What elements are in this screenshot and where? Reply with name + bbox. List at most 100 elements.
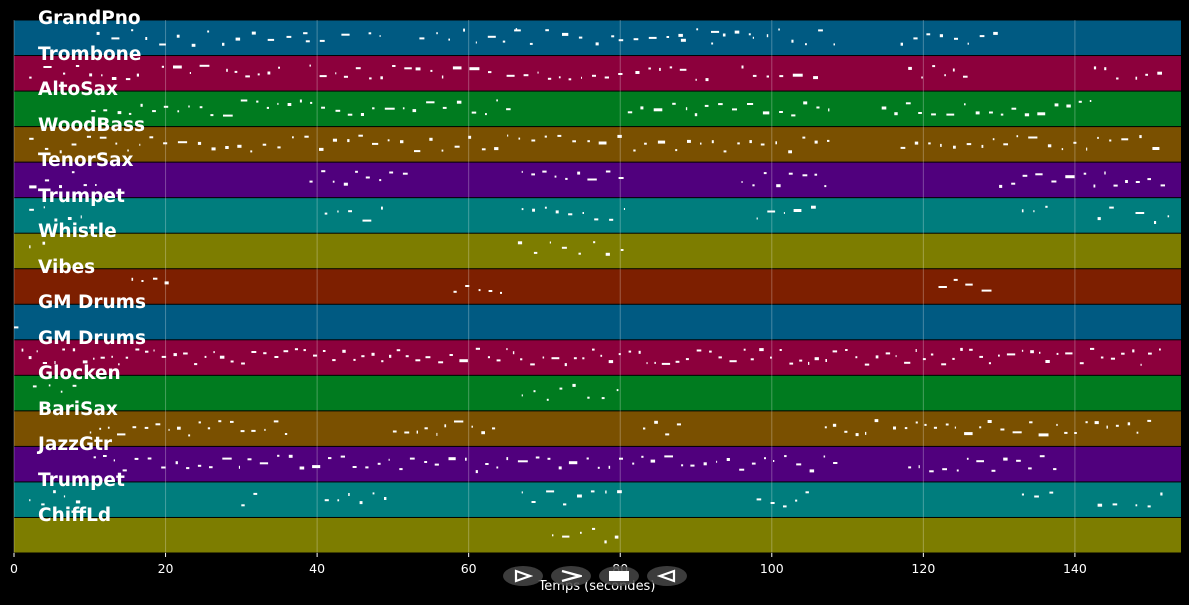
note: [952, 357, 955, 360]
track-label: GM Drums: [38, 292, 146, 314]
note: [240, 430, 245, 433]
note: [1139, 135, 1142, 139]
note: [117, 433, 126, 436]
note: [1159, 348, 1161, 351]
note: [381, 360, 384, 363]
note: [1135, 212, 1145, 214]
note: [604, 76, 609, 79]
note: [1037, 112, 1046, 116]
note: [152, 110, 156, 113]
note: [144, 426, 149, 429]
note: [463, 28, 465, 32]
note: [791, 114, 796, 117]
note: [199, 106, 203, 109]
note: [833, 462, 838, 464]
note: [894, 112, 898, 116]
note: [324, 499, 329, 502]
note: [118, 363, 120, 366]
next-button[interactable]: [551, 566, 591, 586]
note: [981, 144, 984, 148]
play-button[interactable]: [503, 566, 543, 586]
note: [998, 354, 1000, 357]
note: [1053, 468, 1057, 471]
note: [29, 499, 31, 502]
note: [197, 464, 202, 467]
note: [705, 78, 709, 82]
track-label: BariSax: [38, 398, 118, 420]
note: [465, 457, 467, 461]
note: [161, 355, 167, 358]
note: [321, 106, 325, 109]
note: [93, 456, 96, 459]
rewind-button[interactable]: [647, 566, 687, 586]
note: [979, 35, 985, 38]
note: [99, 136, 107, 139]
note: [111, 77, 117, 80]
note: [805, 43, 807, 46]
note: [436, 432, 438, 436]
note: [441, 149, 444, 152]
note: [168, 428, 170, 431]
note: [1093, 184, 1096, 188]
note: [434, 463, 439, 466]
note: [616, 389, 619, 392]
note: [775, 141, 777, 145]
note: [773, 460, 775, 462]
note: [1135, 76, 1138, 80]
note: [471, 425, 473, 428]
note: [678, 33, 683, 37]
note: [365, 466, 369, 469]
note: [793, 209, 802, 212]
note: [751, 462, 756, 465]
note: [191, 43, 196, 47]
note: [900, 146, 906, 149]
note: [371, 352, 375, 356]
note: [496, 359, 501, 362]
note: [756, 498, 762, 501]
stop-button[interactable]: [599, 566, 639, 586]
note: [163, 142, 168, 145]
note: [544, 135, 547, 138]
note: [517, 241, 523, 245]
note: [582, 212, 584, 214]
note: [824, 426, 827, 429]
note: [485, 113, 487, 116]
note: [372, 492, 375, 495]
x-tick-label: 60: [460, 561, 477, 576]
note: [359, 501, 363, 505]
note: [1104, 171, 1106, 175]
note: [380, 76, 383, 80]
track-label: Trombone: [38, 43, 142, 65]
note: [1125, 180, 1128, 183]
note: [67, 217, 72, 220]
note: [764, 457, 766, 460]
note: [545, 29, 549, 32]
note: [93, 357, 95, 360]
note: [438, 361, 444, 364]
note: [614, 535, 619, 539]
note: [42, 241, 46, 245]
note: [696, 349, 702, 352]
note: [578, 36, 583, 39]
note: [646, 362, 648, 365]
note: [485, 463, 489, 465]
note: [1085, 421, 1088, 424]
note: [1022, 174, 1028, 177]
note: [1109, 139, 1112, 142]
note: [424, 427, 428, 430]
note: [989, 111, 993, 114]
note: [347, 139, 350, 143]
note: [729, 360, 737, 363]
note: [53, 490, 56, 494]
note: [337, 210, 339, 213]
note: [412, 109, 417, 113]
note: [664, 455, 673, 458]
note: [1094, 421, 1099, 425]
note: [638, 350, 641, 354]
note: [1011, 107, 1017, 110]
track-label: Trumpet: [38, 469, 125, 491]
note: [518, 137, 521, 140]
note: [718, 103, 723, 106]
note: [83, 184, 87, 187]
note: [247, 458, 252, 461]
